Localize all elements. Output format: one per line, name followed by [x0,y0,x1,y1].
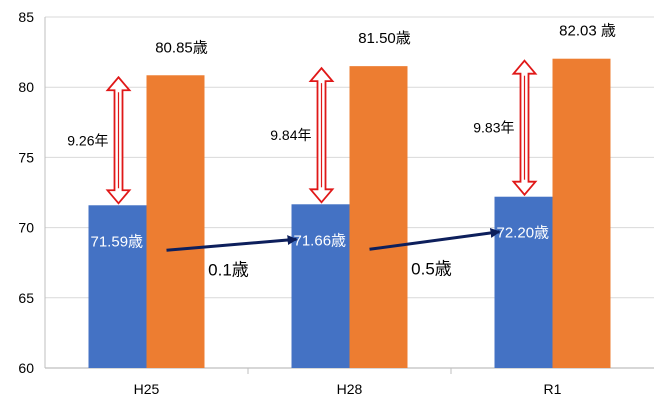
y-tick-label: 85 [18,9,34,25]
change-arrow [369,227,501,251]
change-label: 0.5歳 [411,259,452,278]
bar-series-1 [291,204,350,368]
gap-label: 9.84年 [270,127,311,143]
data-label-series-2: 80.85歳 [155,39,208,56]
x-tick-label: H25 [134,381,160,396]
change-label: 0.1歳 [208,260,249,279]
data-label-series-1: 71.66歳 [294,232,347,249]
x-tick-label: R1 [544,381,562,396]
bar-series-1 [494,196,553,368]
annotations [105,59,538,252]
data-label-series-1: 71.59歳 [91,233,144,250]
data-label-series-2: 82.03 歳 [559,23,616,40]
gap-label: 9.83年 [473,120,514,136]
y-tick-label: 60 [18,360,34,376]
y-tick-label: 80 [18,79,34,95]
bar-series-2 [349,66,408,368]
y-tick-label: 75 [18,149,34,165]
labels: 71.59歳 71.66歳 72.20歳 80.85歳 81.50歳 82.03 歳 9.2… [67,23,616,280]
y-tick-label: 70 [18,220,34,236]
gap-label: 9.26年 [67,132,108,148]
bars [88,58,611,369]
x-tick-label: H28 [337,381,363,396]
data-label-series-1: 72.20歳 [497,225,550,242]
change-arrow [166,235,298,252]
data-label-series-2: 81.50歳 [358,30,411,47]
bar-series-2 [552,58,611,369]
bar-series-2 [146,75,205,369]
y-tick-label: 65 [18,290,34,306]
bar-series-1 [88,205,147,368]
